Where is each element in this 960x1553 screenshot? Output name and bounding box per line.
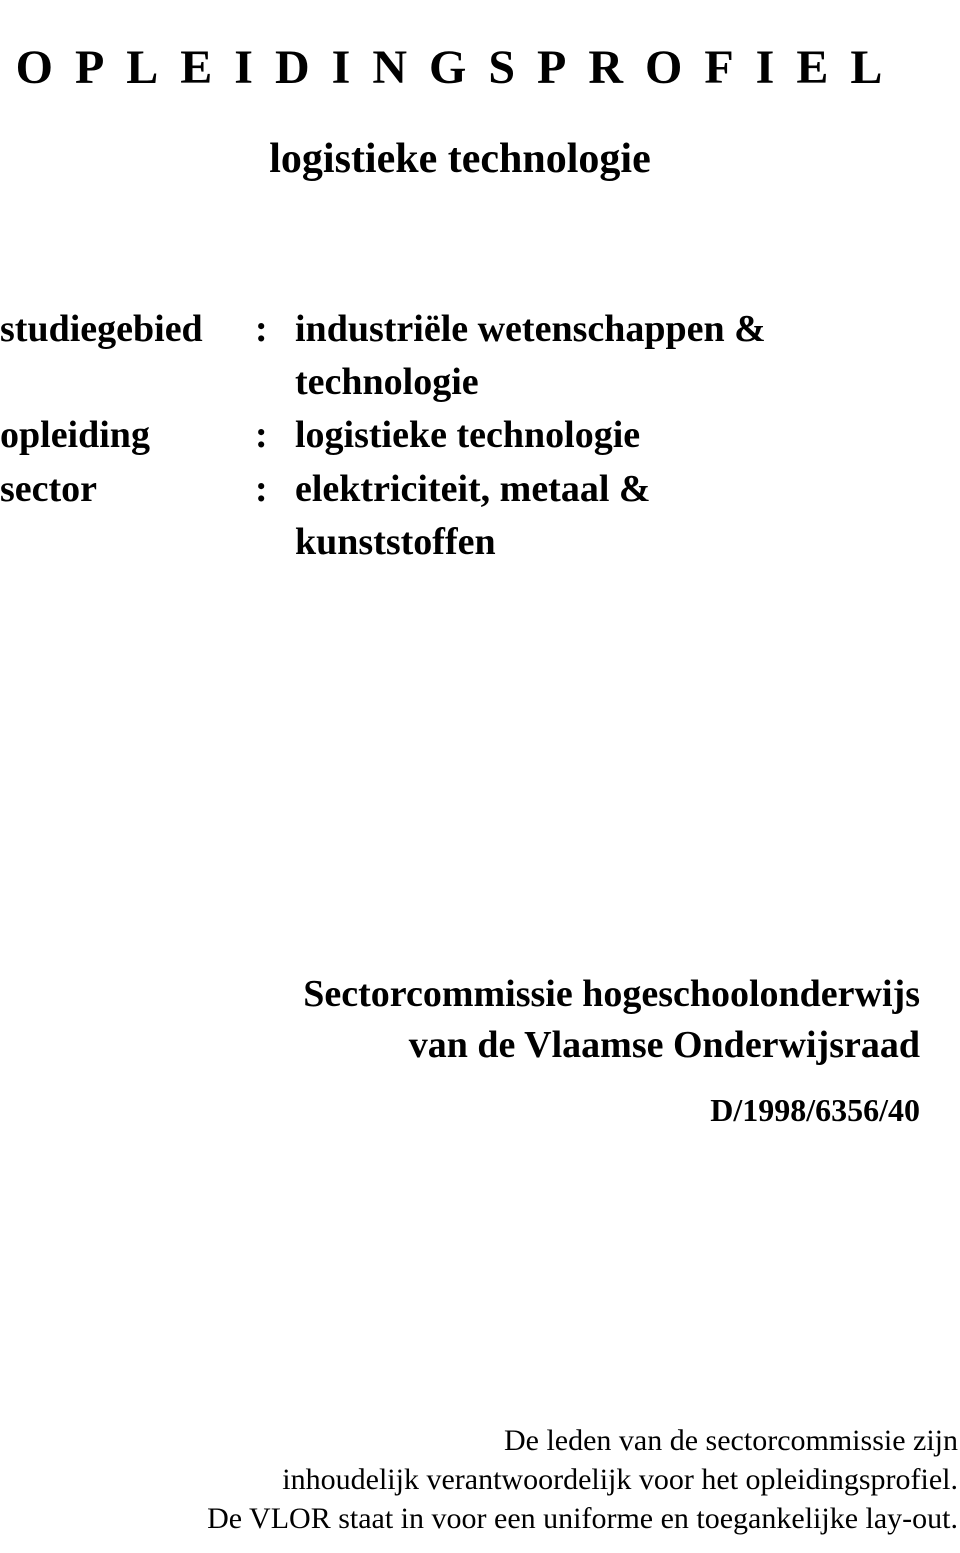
meta-table: studiegebied : industriële wetenschappen… — [0, 303, 920, 569]
meta-value-line: technologie — [295, 361, 479, 403]
meta-value: industriële wetenschappen & technologie — [295, 303, 920, 409]
meta-row-sector: sector : elektriciteit, metaal & kunstst… — [0, 463, 920, 569]
document-id: D/1998/6356/40 — [0, 1092, 920, 1129]
meta-colon: : — [255, 409, 295, 462]
meta-colon: : — [255, 303, 295, 356]
footer-line: De VLOR staat in voor een uniforme en to… — [207, 1502, 958, 1535]
meta-row-opleiding: opleiding : logistieke technologie — [0, 409, 920, 462]
footer-line: De leden van de sectorcommissie zijn — [504, 1424, 958, 1457]
committee-block: Sectorcommissie hogeschoolonderwijs van … — [0, 969, 920, 1072]
meta-value-line: logistieke technologie — [295, 414, 640, 456]
subtitle: logistieke technologie — [0, 135, 920, 183]
committee-line: Sectorcommissie hogeschoolonderwijs — [303, 973, 920, 1015]
meta-value-line: kunststoffen — [295, 521, 496, 563]
meta-label: studiegebied — [0, 303, 255, 356]
meta-value: elektriciteit, metaal & kunststoffen — [295, 463, 920, 569]
footer-line: inhoudelijk verantwoordelijk voor het op… — [282, 1463, 958, 1496]
meta-label: opleiding — [0, 409, 255, 462]
meta-row-studiegebied: studiegebied : industriële wetenschappen… — [0, 303, 920, 409]
meta-colon: : — [255, 463, 295, 516]
committee-line: van de Vlaamse Onderwijsraad — [409, 1024, 920, 1066]
meta-value-line: elektriciteit, metaal & — [295, 468, 651, 510]
main-title: OPLEIDINGSPROFIEL — [0, 40, 920, 95]
page: OPLEIDINGSPROFIEL logistieke technologie… — [0, 0, 960, 1553]
meta-value-line: industriële wetenschappen & — [295, 308, 766, 350]
meta-value: logistieke technologie — [295, 409, 920, 462]
footer-block: De leden van de sectorcommissie zijn inh… — [40, 1421, 958, 1538]
meta-label: sector — [0, 463, 255, 516]
